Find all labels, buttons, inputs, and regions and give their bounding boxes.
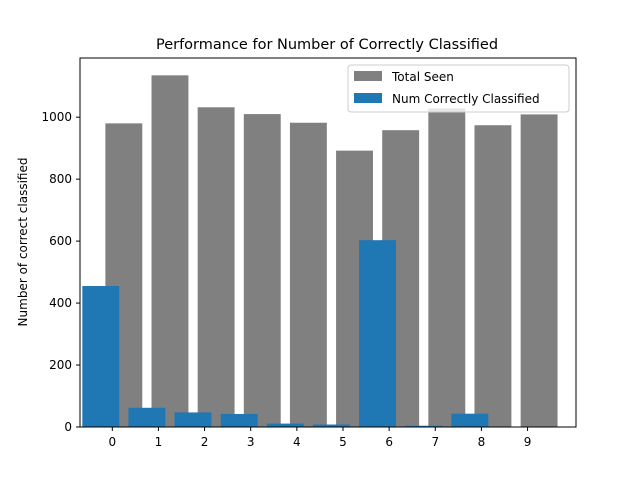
bar-series-0-category-9 [520, 114, 558, 427]
legend-label-1: Num Correctly Classified [392, 92, 540, 106]
legend-label-0: Total Seen [391, 70, 454, 84]
legend: Total Seen Num Correctly Classified [347, 64, 570, 113]
x-tick-label: 8 [478, 435, 486, 449]
bar-series-1-category-7 [405, 425, 443, 427]
bar-series-1-category-1 [128, 407, 166, 427]
x-tick-label: 2 [201, 435, 209, 449]
y-tick-label: 0 [64, 420, 72, 434]
y-tick-label: 200 [49, 358, 72, 372]
x-tick-label: 1 [155, 435, 163, 449]
x-tick-label: 3 [247, 435, 255, 449]
bar-series-1-category-5 [313, 424, 350, 427]
x-tick-label: 6 [385, 435, 393, 449]
legend-swatch-1 [354, 93, 382, 103]
legend-swatch-0 [354, 71, 382, 81]
bar-series-1-category-6 [359, 240, 397, 427]
bar-series-0-category-4 [289, 122, 327, 427]
bar-series-0-category-1 [151, 75, 189, 427]
y-tick-label: 1000 [41, 110, 72, 124]
x-tick-label: 9 [524, 435, 532, 449]
bar-series-1-category-2 [174, 412, 212, 427]
bar-series-0-category-2 [197, 107, 235, 427]
y-axis-label: Number of correct classified [16, 158, 30, 327]
x-tick-label: 7 [431, 435, 439, 449]
axes-layer: 0 1 2 3 4 5 6 7 8 9 0 200 400 600 800 1000 [41, 110, 531, 449]
bar-series-0-category-8 [474, 125, 512, 427]
plot-area-frame [79, 57, 577, 428]
bar-series-0-category-3 [243, 114, 281, 427]
y-tick-label: 800 [49, 172, 72, 186]
bar-series-1-category-4 [266, 423, 304, 427]
y-tick-label: 400 [49, 296, 72, 310]
legend-frame [347, 64, 570, 113]
chart-title: Performance for Number of Correctly Clas… [156, 37, 498, 53]
bar-series-0-category-7 [428, 108, 466, 427]
bars-layer [82, 75, 558, 428]
x-tick-label: 0 [108, 435, 116, 449]
x-tick-label: 4 [293, 435, 301, 449]
y-tick-label: 600 [49, 234, 72, 248]
bar-series-1-category-3 [220, 413, 258, 427]
bar-series-1-category-8 [451, 413, 489, 427]
bar-series-1-category-0 [82, 286, 120, 427]
x-tick-label: 5 [339, 435, 347, 449]
